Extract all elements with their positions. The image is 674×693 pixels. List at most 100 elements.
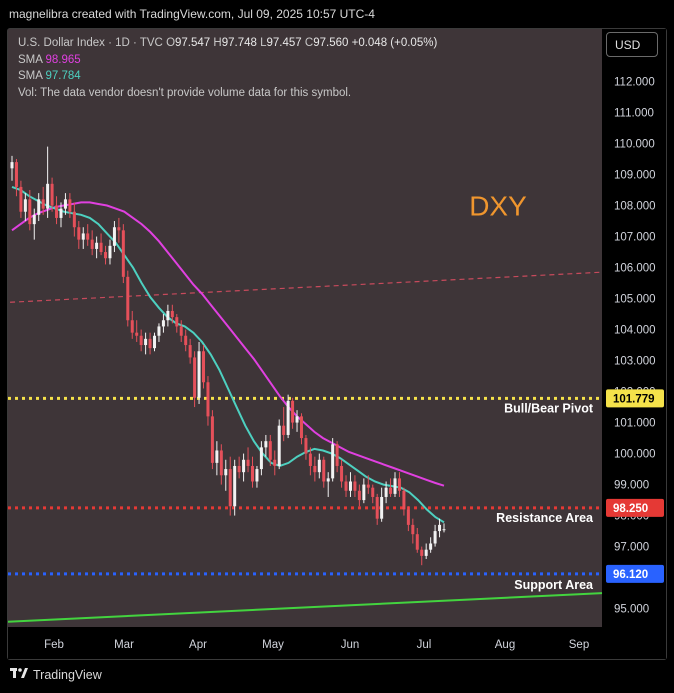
candle [259, 441, 263, 476]
candle-body [90, 239, 94, 249]
candle [273, 450, 277, 476]
candle [362, 478, 366, 504]
y-tick-label: 111.000 [614, 108, 654, 120]
y-tick-label: 106.000 [614, 263, 656, 275]
candle-body [14, 162, 18, 187]
y-tick-label: 110.000 [614, 139, 655, 151]
candle [23, 193, 27, 222]
candle-body [219, 450, 223, 476]
y-tick-label: 112.000 [614, 77, 655, 89]
candle [237, 456, 241, 479]
candle-body [41, 199, 45, 209]
candle [175, 314, 179, 333]
candle-body [233, 465, 237, 507]
candle-body [81, 233, 85, 240]
candle-body [282, 425, 286, 435]
candle [148, 332, 152, 355]
candle-body [402, 490, 406, 510]
tradingview-logo[interactable]: TradingView [10, 667, 102, 682]
candle-body [250, 465, 254, 482]
candle [326, 472, 330, 497]
candle [442, 523, 446, 533]
candle [228, 456, 232, 516]
candle [86, 224, 90, 246]
candle [268, 434, 272, 466]
candle [32, 208, 36, 240]
candle [197, 341, 201, 404]
legend-symbol: U.S. Dollar Index · 1D · TVC [18, 37, 163, 49]
candle [331, 438, 335, 482]
bull-bear-pivot-annotation: Bull/Bear Pivot [504, 401, 594, 415]
price-chart[interactable]: 95.00096.00097.00098.00099.000100.000101… [8, 29, 666, 659]
candle [242, 453, 246, 482]
support-area-annotation: Support Area [514, 578, 594, 592]
y-tick-label: 95.000 [614, 604, 649, 616]
currency-button[interactable]: USD [606, 32, 658, 57]
candle-body [406, 509, 410, 525]
legend-l-label: L [260, 37, 267, 49]
price-axis-background [602, 29, 666, 659]
candle [246, 447, 250, 473]
candle [429, 537, 433, 553]
candle-body [308, 453, 312, 466]
candle [264, 434, 268, 457]
candle-body [197, 351, 201, 398]
candle [157, 323, 161, 342]
candle-body [184, 335, 188, 346]
candle [130, 310, 134, 339]
candle-body [224, 469, 228, 476]
candle-body [304, 438, 308, 454]
candle-body [228, 469, 232, 507]
candle-body [242, 459, 246, 473]
legend-low: 97.457 [266, 37, 302, 49]
candle-body [286, 400, 290, 435]
candle-body [46, 183, 50, 209]
candle [202, 345, 206, 389]
candle-body [259, 447, 263, 470]
candle-body [126, 276, 130, 321]
candle [166, 304, 170, 327]
legend-high: 97.748 [221, 37, 257, 49]
candle [117, 217, 121, 243]
candle [179, 320, 183, 342]
candle [170, 304, 174, 324]
candle [397, 472, 401, 497]
candle [375, 493, 379, 525]
candle-body [23, 199, 27, 212]
y-tick-label: 100.000 [614, 449, 656, 461]
dxy-annotation: DXY [469, 191, 527, 222]
candle-body [72, 211, 76, 228]
candle [219, 444, 223, 485]
candle-body [86, 233, 90, 240]
candle-body [19, 186, 23, 212]
candle [438, 518, 442, 538]
header-bar: magnelibra created with TradingView.com,… [0, 0, 674, 28]
candle [277, 419, 281, 470]
candle [348, 472, 352, 497]
candle [206, 376, 210, 426]
candle [184, 329, 188, 352]
resistance-trendline [8, 271, 603, 303]
candle-body [335, 444, 339, 466]
candle [104, 245, 108, 265]
candle [19, 180, 23, 218]
x-tick-label: Mar [114, 639, 134, 651]
sma-fast-line [11, 185, 445, 524]
x-tick-label: Apr [189, 639, 207, 651]
candle [250, 456, 254, 488]
candle [59, 202, 63, 228]
candle-body [55, 205, 59, 218]
candle [144, 332, 148, 355]
candle-body [424, 549, 428, 556]
legend-sma2-row: SMA 97.784 [18, 68, 437, 85]
legend-o-label: O [166, 37, 176, 49]
candle-body [202, 351, 206, 383]
candle [366, 475, 370, 494]
candle-body [28, 199, 32, 225]
candle-body [77, 227, 81, 240]
candle-body [104, 252, 108, 259]
y-tick-label: 103.000 [614, 356, 656, 368]
x-tick-label: Feb [44, 639, 64, 651]
candle-body [166, 310, 170, 321]
candle [322, 456, 326, 488]
